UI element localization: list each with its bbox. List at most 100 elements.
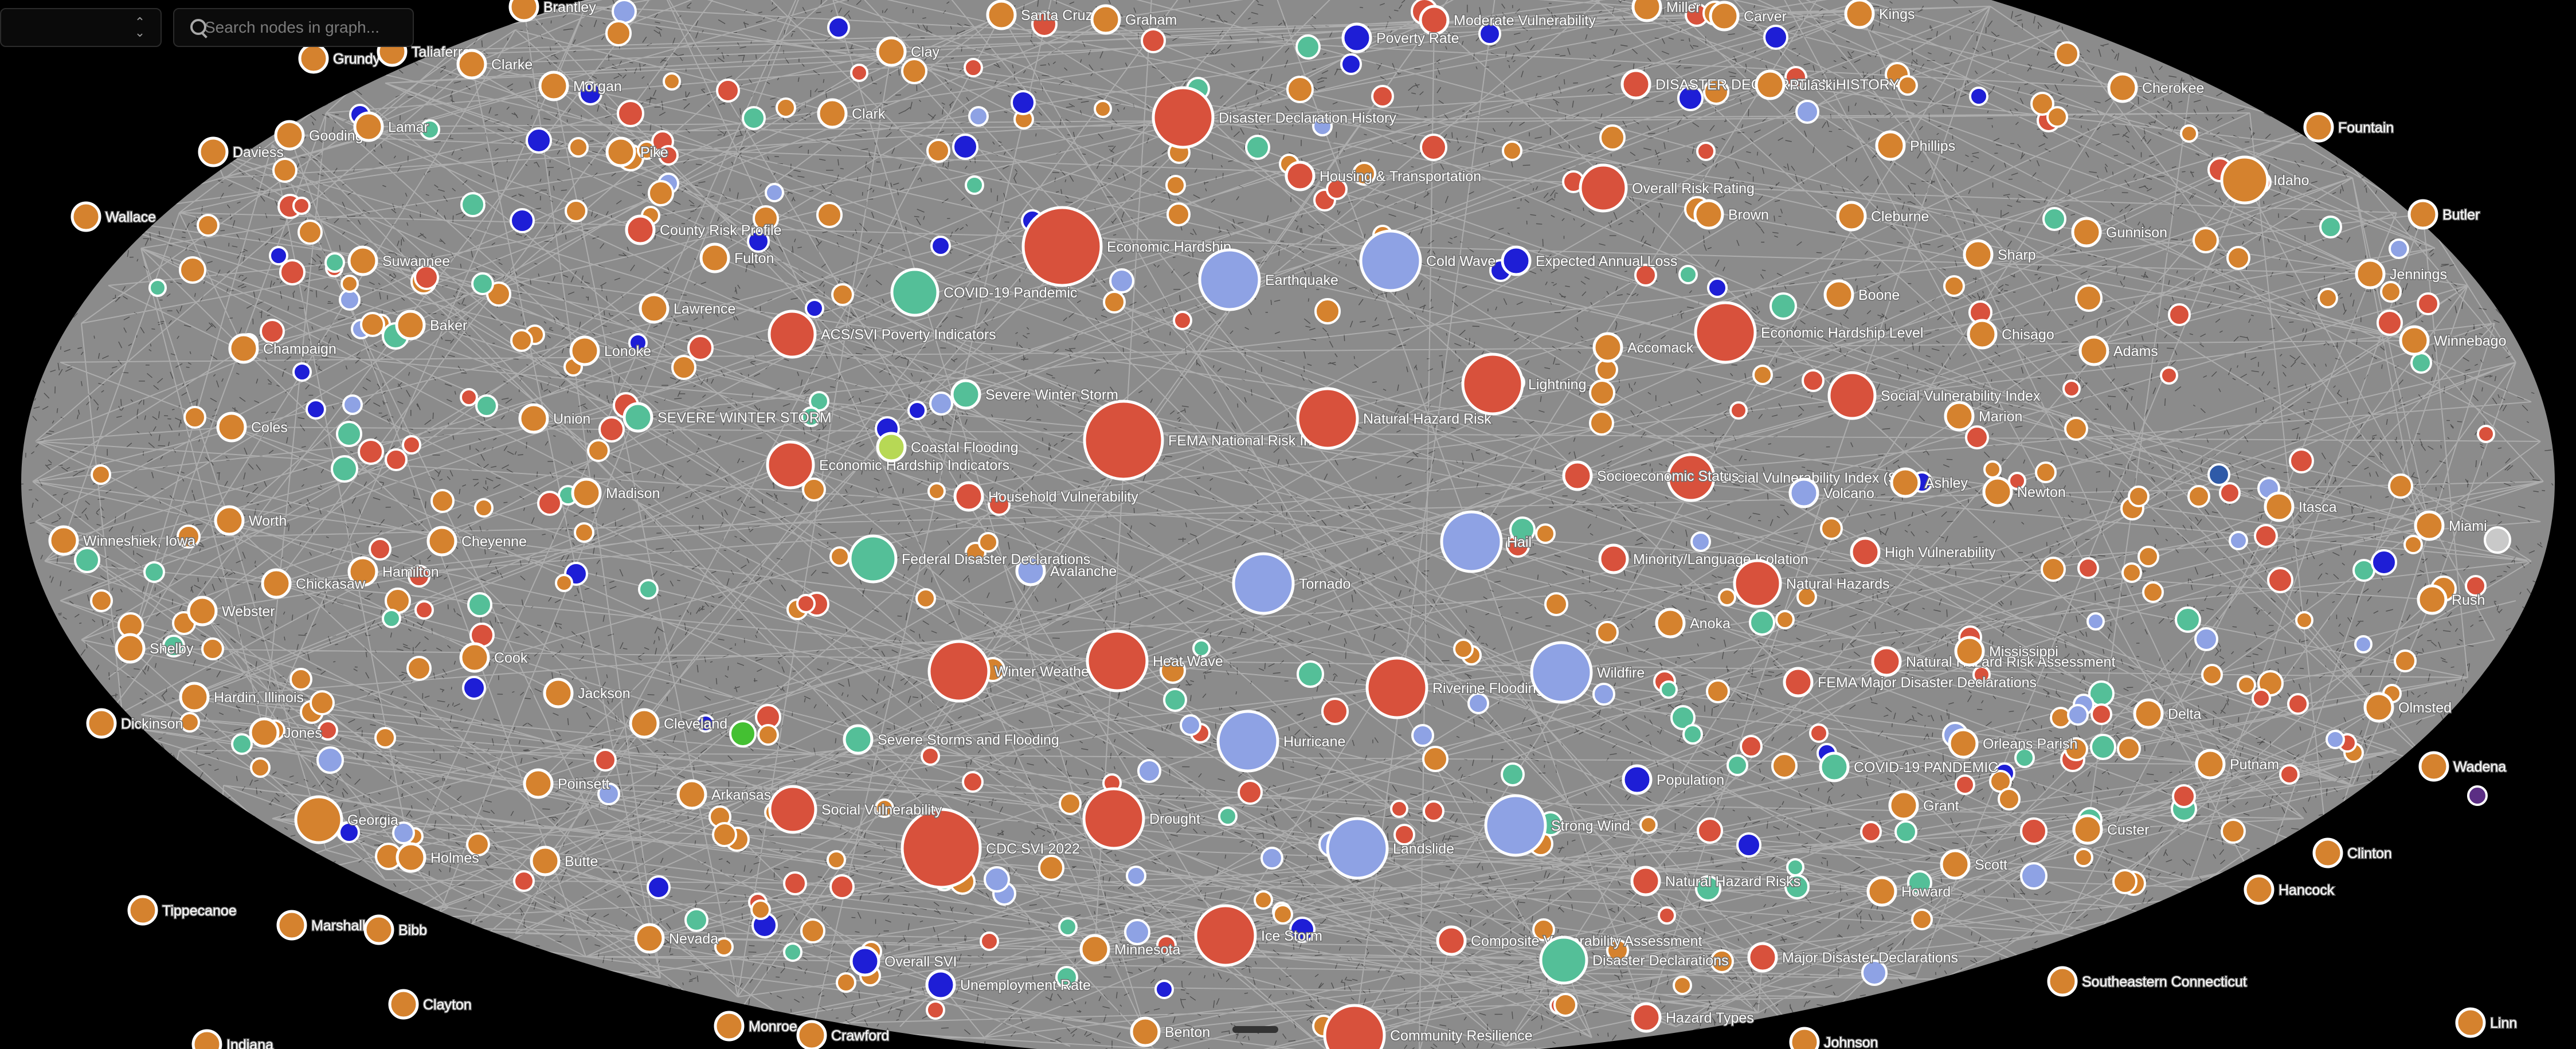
graph-node-event[interactable] [1509,516,1536,543]
graph-node-dataset[interactable] [1321,698,1349,725]
node-circle[interactable] [2071,217,2102,248]
graph-node-metric[interactable] [306,399,326,420]
node-circle[interactable] [1419,5,1450,36]
graph-node-metric[interactable] [1340,53,1362,75]
graph-node-hazard[interactable] [1795,100,1819,124]
graph-node-wallace[interactable]: Wallace [71,201,157,232]
graph-node-location[interactable] [1166,202,1191,226]
graph-node-location[interactable] [1673,976,1692,995]
graph-node-cheyenne[interactable]: Cheyenne [426,526,527,557]
graph-node-arkansas[interactable]: Arkansas [676,779,772,810]
node-circle[interactable] [523,768,554,799]
graph-node-location[interactable] [430,489,455,513]
graph-node-hazard[interactable] [2229,531,2248,550]
graph-node-event[interactable] [1295,34,1321,60]
graph-node-jones[interactable]: Jones [249,717,323,748]
graph-node-dataset[interactable] [926,1000,945,1020]
graph-node-grant[interactable]: Grant [1888,790,1960,821]
graph-node-event[interactable] [143,561,165,583]
graph-node-metric[interactable] [292,362,312,382]
graph-node-metric[interactable] [747,230,770,253]
graph-node-chickasaw[interactable]: Chickasaw [261,568,366,599]
graph-node-wildfire[interactable]: Wildfire [1530,641,1646,704]
graph-node-location[interactable] [2075,284,2103,312]
graph-node-severe-winter-storm[interactable]: Severe Winter Storm [950,379,1119,410]
graph-node-location[interactable] [1502,140,1522,161]
node-circle[interactable] [1461,353,1524,416]
graph-node-tippecanoe[interactable]: Tippecanoe [127,895,237,926]
graph-node-metric[interactable] [1154,980,1174,999]
graph-node-hazard[interactable] [597,782,620,805]
graph-node-location[interactable] [297,220,323,245]
node-circle[interactable] [86,708,117,739]
graph-node-event[interactable] [801,406,821,427]
graph-node-dataset[interactable] [2090,703,2112,725]
node-circle[interactable] [849,946,880,977]
node-circle[interactable] [1198,248,1261,311]
node-circle[interactable] [2414,510,2445,541]
graph-node-dataset[interactable] [2417,292,2440,315]
graph-node-ice-storm[interactable]: Ice Storm [1194,904,1323,967]
graph-node-metric[interactable] [907,401,927,420]
graph-node-dataset[interactable] [1238,780,1263,805]
graph-node-location[interactable] [1589,410,1614,436]
graph-node-dataset[interactable] [1729,401,1748,420]
node-circle[interactable] [508,0,539,22]
node-circle[interactable] [925,969,956,1000]
node-circle[interactable] [1655,608,1686,639]
node-circle[interactable] [198,136,229,167]
node-circle[interactable] [1216,710,1279,773]
node-circle[interactable] [518,403,549,434]
graph-node-baker[interactable]: Baker [395,310,468,340]
node-circle[interactable] [1359,229,1422,292]
graph-node-dataset[interactable] [1696,142,1716,161]
graph-node-hazard[interactable] [1592,683,1615,706]
node-circle[interactable] [1021,206,1103,287]
graph-node-location[interactable] [2180,124,2198,143]
graph-node-dataset[interactable] [921,746,940,766]
graph-node-suwannee[interactable]: Suwannee [347,245,451,276]
node-circle[interactable] [1296,387,1359,450]
graph-node-dataset[interactable] [964,58,983,77]
node-circle[interactable] [2244,874,2274,905]
graph-node-location[interactable] [802,477,826,502]
graph-node-covid-19-pandemic[interactable]: COVID-19 PANDEMIC [1819,751,1999,782]
graph-node-location[interactable] [2046,106,2068,128]
graph-node-scott[interactable]: Scott [1940,849,2009,880]
graph-node-location[interactable] [1820,517,1843,540]
graph-node-dataset[interactable] [402,435,421,455]
graph-node-location[interactable] [574,522,594,543]
graph-node-event[interactable] [684,908,708,932]
graph-node-pulaski[interactable]: Pulaski [1755,69,1837,100]
graph-node-location[interactable] [555,574,573,592]
graph-node-location[interactable] [1796,586,1817,607]
graph-node-location[interactable] [2394,649,2417,672]
graph-node-dataset[interactable] [2287,693,2309,715]
graph-node-winnebago[interactable]: Winnebago [2399,325,2507,356]
graph-node-dataset[interactable] [1658,906,1676,925]
node-circle[interactable] [629,708,660,739]
graph-node-clayton[interactable]: Clayton [388,989,472,1020]
node-circle[interactable] [2195,749,2226,780]
node-circle[interactable] [1875,130,1906,161]
node-circle[interactable] [1788,477,1819,508]
graph-node-location[interactable] [250,757,271,778]
graph-node-metric[interactable] [647,875,671,899]
graph-node-monroe[interactable]: Monroe [714,1011,798,1042]
node-circle[interactable] [1888,790,1919,821]
graph-node-location[interactable] [1453,639,1474,659]
graph-node-location[interactable] [836,972,856,993]
graph-node-location[interactable] [406,656,432,681]
graph-node-location[interactable] [1160,657,1186,684]
graph-node-taliaferro[interactable]: Taliaferro [377,36,471,67]
graph-node-linn[interactable]: Linn [2455,1007,2518,1038]
graph-node-dataset[interactable] [2172,784,2196,808]
graph-node-hazard[interactable] [1124,919,1150,945]
node-circle[interactable] [1086,629,1149,692]
node-circle[interactable] [1944,401,1975,432]
node-circle[interactable] [876,36,907,67]
graph-node-location[interactable] [374,727,396,749]
graph-node-expected-annual-loss[interactable]: Expected Annual Loss [1501,245,1678,276]
graph-node-event[interactable] [2042,207,2066,231]
